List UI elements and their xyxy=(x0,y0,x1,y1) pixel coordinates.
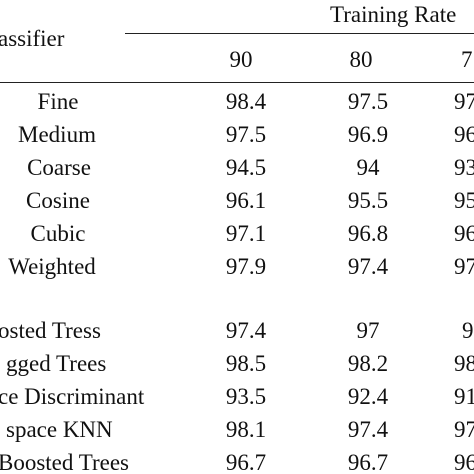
table-cell: 95.5 xyxy=(347,188,389,213)
classifier-name: Medium xyxy=(18,122,96,147)
classifier-name: Fine xyxy=(37,89,79,114)
table-cell: 97.9 xyxy=(225,254,267,279)
table-cell: 96 xyxy=(454,450,474,474)
table-cell: 97.4 xyxy=(347,254,389,279)
classifier-name: Weighted xyxy=(8,254,96,279)
table-cell: 97 xyxy=(454,254,474,279)
rate-column-header: 80 xyxy=(349,47,373,72)
table-cell: 96 xyxy=(454,221,474,246)
table-cell: 93 xyxy=(454,155,474,180)
table-cell: 97.5 xyxy=(225,122,267,147)
table-cell: 95 xyxy=(454,188,474,213)
table-cell: 96.8 xyxy=(347,221,389,246)
table-cell: 96.9 xyxy=(347,122,389,147)
table-cell: 97.1 xyxy=(225,221,267,246)
table-cell: 94 xyxy=(356,155,380,180)
table-cell: 96 xyxy=(454,122,474,147)
table-cell: 98.4 xyxy=(225,89,267,114)
classifier-name: Boosted Trees xyxy=(0,450,129,474)
classifier-name: osted Tress xyxy=(0,318,101,343)
group-header-underline xyxy=(125,33,474,34)
table-cell: 97 xyxy=(454,417,474,442)
table-cell: 97 xyxy=(356,318,380,343)
rate-column-header: 7 xyxy=(461,47,473,72)
table-cell: 96.1 xyxy=(225,188,267,213)
classifier-name: Cosine xyxy=(26,188,90,213)
table-cell: 97.5 xyxy=(347,89,389,114)
table-cell: 96.7 xyxy=(347,450,389,474)
classifier-name: gged Trees xyxy=(6,351,107,376)
table-cell: 98.1 xyxy=(225,417,267,442)
table-cell: 98.2 xyxy=(347,351,389,376)
classifier-name: ce Discriminant xyxy=(0,384,145,409)
table-cell: 98.5 xyxy=(225,351,267,376)
table-cell: 97.4 xyxy=(347,417,389,442)
classifier-name: Coarse xyxy=(27,155,91,180)
table-cell: 94.5 xyxy=(225,155,267,180)
table-cell: 98 xyxy=(454,351,474,376)
table-cell: 97 xyxy=(454,89,474,114)
table-cell: 96.7 xyxy=(225,450,267,474)
header-bottom-rule xyxy=(0,82,474,83)
table-cell: 93.5 xyxy=(225,384,267,409)
table-cell: 9 xyxy=(462,318,474,343)
table-cell: 91 xyxy=(454,384,474,409)
table-cell: 97.4 xyxy=(225,318,267,343)
table-cell: 92.4 xyxy=(347,384,389,409)
classifier-name: space KNN xyxy=(6,417,113,442)
classifier-column-header: assifier xyxy=(0,26,65,51)
rate-column-header: 90 xyxy=(229,47,253,72)
training-rate-group-header: Training Rate xyxy=(330,2,457,27)
classifier-name: Cubic xyxy=(30,221,86,246)
